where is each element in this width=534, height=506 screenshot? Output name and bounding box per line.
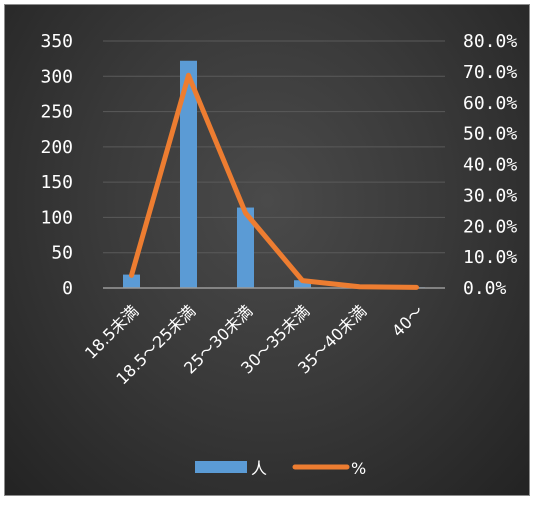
bar xyxy=(237,207,254,288)
right-tick-label: 80.0% xyxy=(463,31,517,52)
gridlines xyxy=(103,40,445,254)
bar-series xyxy=(123,60,425,289)
bar xyxy=(294,280,311,288)
legend: 人 % xyxy=(195,459,366,478)
right-tick-label: 0.0% xyxy=(463,278,507,299)
right-tick-label: 50.0% xyxy=(463,124,517,145)
category-label: 40～ xyxy=(388,301,427,340)
bar xyxy=(123,274,140,288)
left-tick-label: 300 xyxy=(40,66,73,87)
right-tick-label: 30.0% xyxy=(463,185,517,206)
chart-area: 0 50 100 150 200 250 300 350 0.0% 10.0% 20.0% 30.0… xyxy=(4,4,530,496)
combo-chart: 0 50 100 150 200 250 300 350 0.0% 10.0% 20.0% 30.0… xyxy=(40,31,517,478)
legend-label-people: 人 xyxy=(251,459,267,478)
right-tick-label: 40.0% xyxy=(463,155,517,176)
right-tick-label: 60.0% xyxy=(463,93,517,114)
right-tick-label: 10.0% xyxy=(463,247,517,268)
percent-line xyxy=(129,72,419,290)
left-tick-label: 0 xyxy=(62,278,73,299)
left-axis-ticks: 0 50 100 150 200 250 300 350 xyxy=(40,31,73,299)
legend-swatch-people xyxy=(195,461,247,473)
right-axis-ticks: 0.0% 10.0% 20.0% 30.0% 40.0% 50.0% 60.0% 70.0% 8… xyxy=(463,31,517,299)
left-tick-label: 50 xyxy=(51,243,73,264)
line-series xyxy=(129,72,419,290)
right-tick-label: 70.0% xyxy=(463,62,517,83)
right-tick-label: 20.0% xyxy=(463,216,517,237)
bar xyxy=(180,60,197,289)
left-tick-label: 150 xyxy=(40,172,73,193)
left-tick-label: 200 xyxy=(40,137,73,158)
left-tick-label: 100 xyxy=(40,207,73,228)
left-tick-label: 350 xyxy=(40,31,73,52)
legend-label-percent: % xyxy=(351,459,366,478)
left-tick-label: 250 xyxy=(40,102,73,123)
